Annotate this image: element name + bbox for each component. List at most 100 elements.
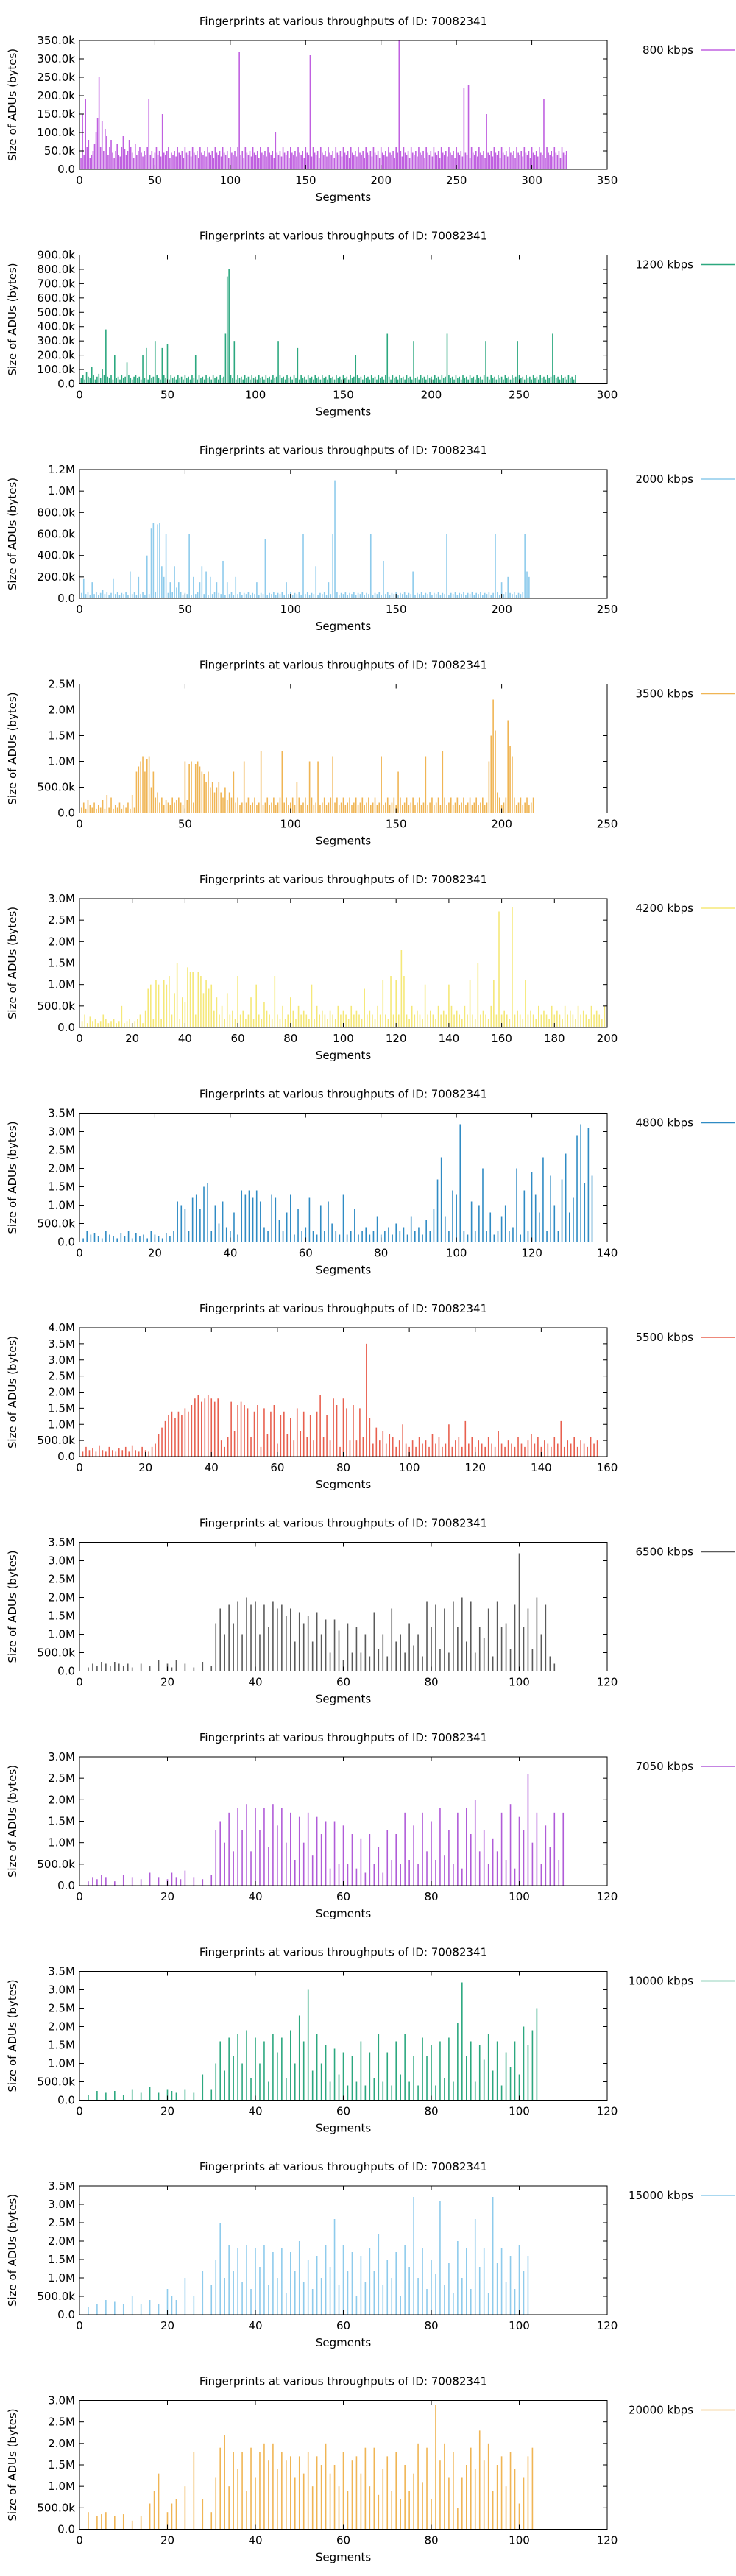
y-axis-label: Size of ADUs (bytes) xyxy=(6,2408,19,2521)
bar-series xyxy=(88,1982,538,2101)
x-tick-label: 200 xyxy=(597,1032,618,1045)
bar-series xyxy=(81,699,534,813)
chart-panel: Fingerprints at various throughputs of I… xyxy=(6,1302,735,1491)
chart-panel: Fingerprints at various throughputs of I… xyxy=(6,1946,735,2135)
legend: 3500 kbps xyxy=(636,687,735,701)
x-tick-label: 100 xyxy=(509,1890,530,1903)
x-tick-label: 50 xyxy=(160,389,174,402)
x-tick-label: 50 xyxy=(178,818,192,831)
y-axis-label: Size of ADUs (bytes) xyxy=(6,1121,19,1234)
x-tick-label: 40 xyxy=(205,1461,219,1474)
x-tick-label: 200 xyxy=(491,603,512,616)
x-tick-label: 140 xyxy=(597,1247,618,1260)
x-tick-label: 40 xyxy=(248,2319,262,2332)
bar-series xyxy=(82,1343,598,1457)
legend-label: 3500 kbps xyxy=(636,687,694,701)
y-tick-label: 400.0k xyxy=(37,549,75,562)
y-tick-label: 0.0 xyxy=(57,592,75,605)
y-tick-label: 700.0k xyxy=(37,277,75,290)
x-tick-label: 20 xyxy=(160,1676,174,1689)
y-tick-label: 3.0M xyxy=(48,1125,75,1139)
legend: 5500 kbps xyxy=(636,1331,735,1344)
x-tick-label: 0 xyxy=(76,1032,83,1045)
chart-panel: Fingerprints at various throughputs of I… xyxy=(6,15,735,204)
legend: 10000 kbps xyxy=(629,1975,735,1988)
y-axis-label: Size of ADUs (bytes) xyxy=(6,1979,19,2092)
x-tick-label: 40 xyxy=(248,2534,262,2547)
x-tick-label: 120 xyxy=(386,1032,407,1045)
y-tick-label: 2.0M xyxy=(48,1162,75,1175)
legend-label: 20000 kbps xyxy=(629,2404,693,2417)
y-tick-label: 2.5M xyxy=(48,678,75,691)
y-tick-label: 1.0M xyxy=(48,1836,75,1850)
chart-title: Fingerprints at various throughputs of I… xyxy=(199,15,487,28)
x-tick-label: 60 xyxy=(336,2319,350,2332)
y-tick-label: 2.5M xyxy=(48,2002,75,2015)
legend-label: 1200 kbps xyxy=(636,258,694,272)
y-tick-label: 0.0 xyxy=(57,1665,75,1678)
x-axis-label: Segments xyxy=(316,2551,372,2564)
x-tick-label: 150 xyxy=(386,818,407,831)
legend-label: 15000 kbps xyxy=(629,2189,693,2202)
x-axis-label: Segments xyxy=(316,1478,372,1491)
x-tick-label: 0 xyxy=(76,1461,83,1474)
y-tick-label: 1.0M xyxy=(48,1418,75,1431)
x-tick-label: 0 xyxy=(76,389,83,402)
y-tick-label: 0.0 xyxy=(57,163,75,176)
bar-series xyxy=(88,2405,534,2530)
x-tick-label: 120 xyxy=(464,1461,486,1474)
x-tick-label: 120 xyxy=(597,2105,618,2118)
x-tick-label: 300 xyxy=(521,174,542,187)
chart-title: Fingerprints at various throughputs of I… xyxy=(199,2375,487,2388)
legend-label: 7050 kbps xyxy=(636,1760,694,1773)
bar-series xyxy=(80,269,576,384)
chart-title: Fingerprints at various throughputs of I… xyxy=(199,1088,487,1101)
chart-panel: Fingerprints at various throughputs of I… xyxy=(6,1517,735,1706)
chart-title: Fingerprints at various throughputs of I… xyxy=(199,1302,487,1315)
chart-title: Fingerprints at various throughputs of I… xyxy=(199,1517,487,1530)
x-tick-label: 100 xyxy=(280,603,301,616)
y-tick-label: 200.0k xyxy=(37,570,75,584)
legend-label: 5500 kbps xyxy=(636,1331,694,1344)
x-tick-label: 0 xyxy=(76,818,83,831)
x-tick-label: 20 xyxy=(148,1247,162,1260)
x-tick-label: 20 xyxy=(160,2319,174,2332)
x-tick-label: 250 xyxy=(597,818,618,831)
y-tick-label: 500.0k xyxy=(37,1434,75,1447)
x-tick-label: 120 xyxy=(597,1890,618,1903)
legend: 7050 kbps xyxy=(636,1760,735,1773)
y-tick-label: 2.0M xyxy=(48,2020,75,2034)
y-tick-label: 500.0k xyxy=(37,2076,75,2089)
y-tick-label: 250.0k xyxy=(37,71,75,84)
x-axis-label: Segments xyxy=(316,620,372,633)
y-tick-label: 1.5M xyxy=(48,2458,75,2471)
y-tick-label: 2.5M xyxy=(48,1144,75,1157)
y-tick-label: 100.0k xyxy=(37,126,75,139)
y-tick-label: 500.0k xyxy=(37,2290,75,2303)
y-tick-label: 1.5M xyxy=(48,1181,75,1194)
y-tick-label: 3.0M xyxy=(48,1554,75,1568)
y-tick-label: 800.0k xyxy=(37,263,75,276)
x-tick-label: 20 xyxy=(125,1032,139,1045)
y-tick-label: 50.0k xyxy=(44,144,75,158)
bar-series xyxy=(88,1774,565,1886)
y-tick-label: 1.0M xyxy=(48,2271,75,2285)
chart-title: Fingerprints at various throughputs of I… xyxy=(199,873,487,886)
x-tick-label: 250 xyxy=(509,389,530,402)
x-axis-label: Segments xyxy=(316,2122,372,2135)
x-tick-label: 80 xyxy=(424,2319,438,2332)
bar-series xyxy=(82,1124,593,1242)
y-tick-label: 1.0M xyxy=(48,2057,75,2070)
x-axis-label: Segments xyxy=(316,835,372,848)
bar-series xyxy=(88,1553,556,1671)
y-axis-label: Size of ADUs (bytes) xyxy=(6,1765,19,1878)
y-tick-label: 2.0M xyxy=(48,1386,75,1399)
y-tick-label: 3.0M xyxy=(48,2394,75,2407)
y-tick-label: 3.0M xyxy=(48,892,75,905)
y-tick-label: 0.0 xyxy=(57,2523,75,2536)
x-tick-label: 250 xyxy=(597,603,618,616)
x-tick-label: 60 xyxy=(231,1032,245,1045)
x-tick-label: 100 xyxy=(446,1247,467,1260)
y-tick-label: 0.0 xyxy=(57,1450,75,1463)
y-tick-label: 2.0M xyxy=(48,1793,75,1806)
